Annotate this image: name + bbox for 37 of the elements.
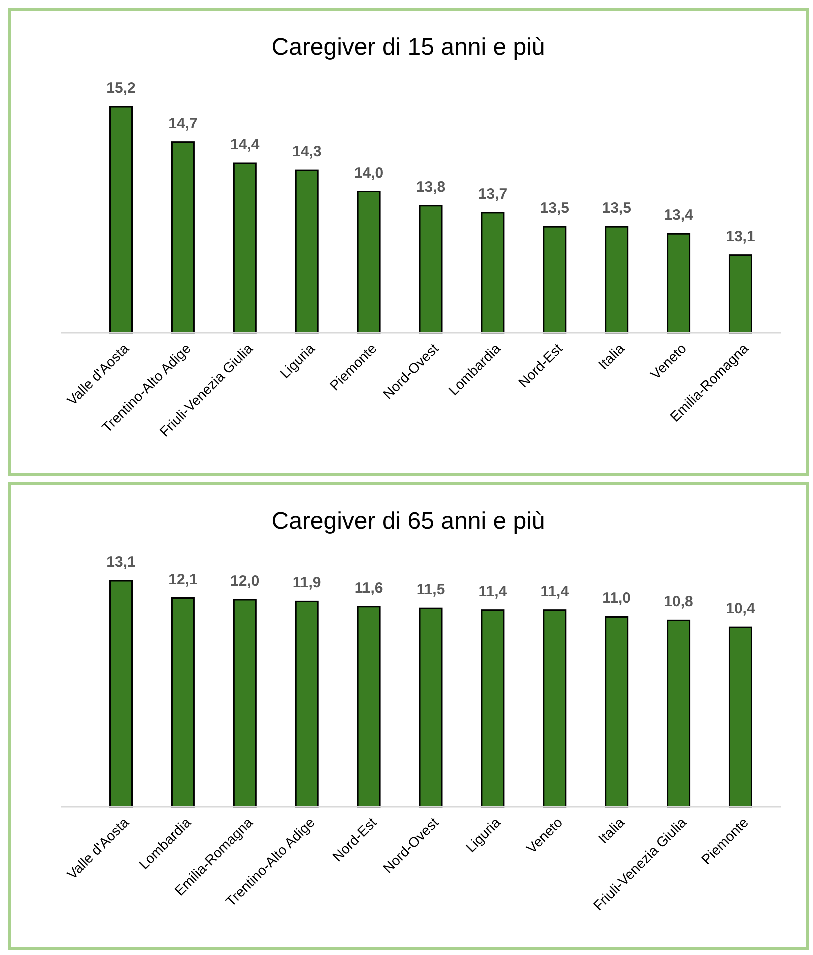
data-label: 13,4 [664, 207, 694, 224]
data-label: 13,1 [106, 554, 136, 571]
bar [295, 600, 319, 808]
data-label: 10,8 [664, 594, 694, 611]
data-label: 13,8 [416, 178, 446, 196]
data-label: 13,5 [540, 200, 570, 218]
bar [171, 598, 195, 808]
data-label: 15,2 [106, 80, 136, 97]
chart-title: Caregiver di 15 anni e più [272, 34, 546, 61]
data-label: 11,4 [540, 583, 570, 600]
data-label: 14,4 [230, 136, 260, 154]
data-label: 11,9 [292, 574, 322, 592]
data-label: 10,4 [726, 600, 756, 618]
bar [481, 610, 505, 808]
data-label: 14,7 [168, 115, 198, 132]
data-label: 14,3 [292, 144, 322, 161]
data-label: 11,6 [354, 580, 384, 597]
data-label: 12,1 [168, 571, 198, 588]
x-tick-label: Italia [595, 814, 628, 847]
bar [357, 606, 381, 808]
bar [728, 626, 752, 808]
data-label: 14,0 [354, 164, 384, 182]
bar [233, 599, 257, 808]
bar [419, 608, 443, 808]
data-label: 13,5 [602, 200, 632, 218]
bar [110, 580, 134, 808]
data-label: 11,0 [602, 590, 632, 608]
data-label: 11,4 [478, 583, 508, 600]
data-label: 13,7 [478, 186, 508, 203]
data-label: 13,1 [726, 228, 756, 246]
bar [667, 620, 691, 808]
data-label: 12,0 [230, 572, 260, 590]
bar [543, 610, 567, 808]
data-label: 11,5 [416, 582, 446, 599]
chart-title: Caregiver di 65 anni e più [272, 508, 546, 535]
x-tick-label: Italia [595, 340, 628, 373]
bar [605, 616, 629, 808]
